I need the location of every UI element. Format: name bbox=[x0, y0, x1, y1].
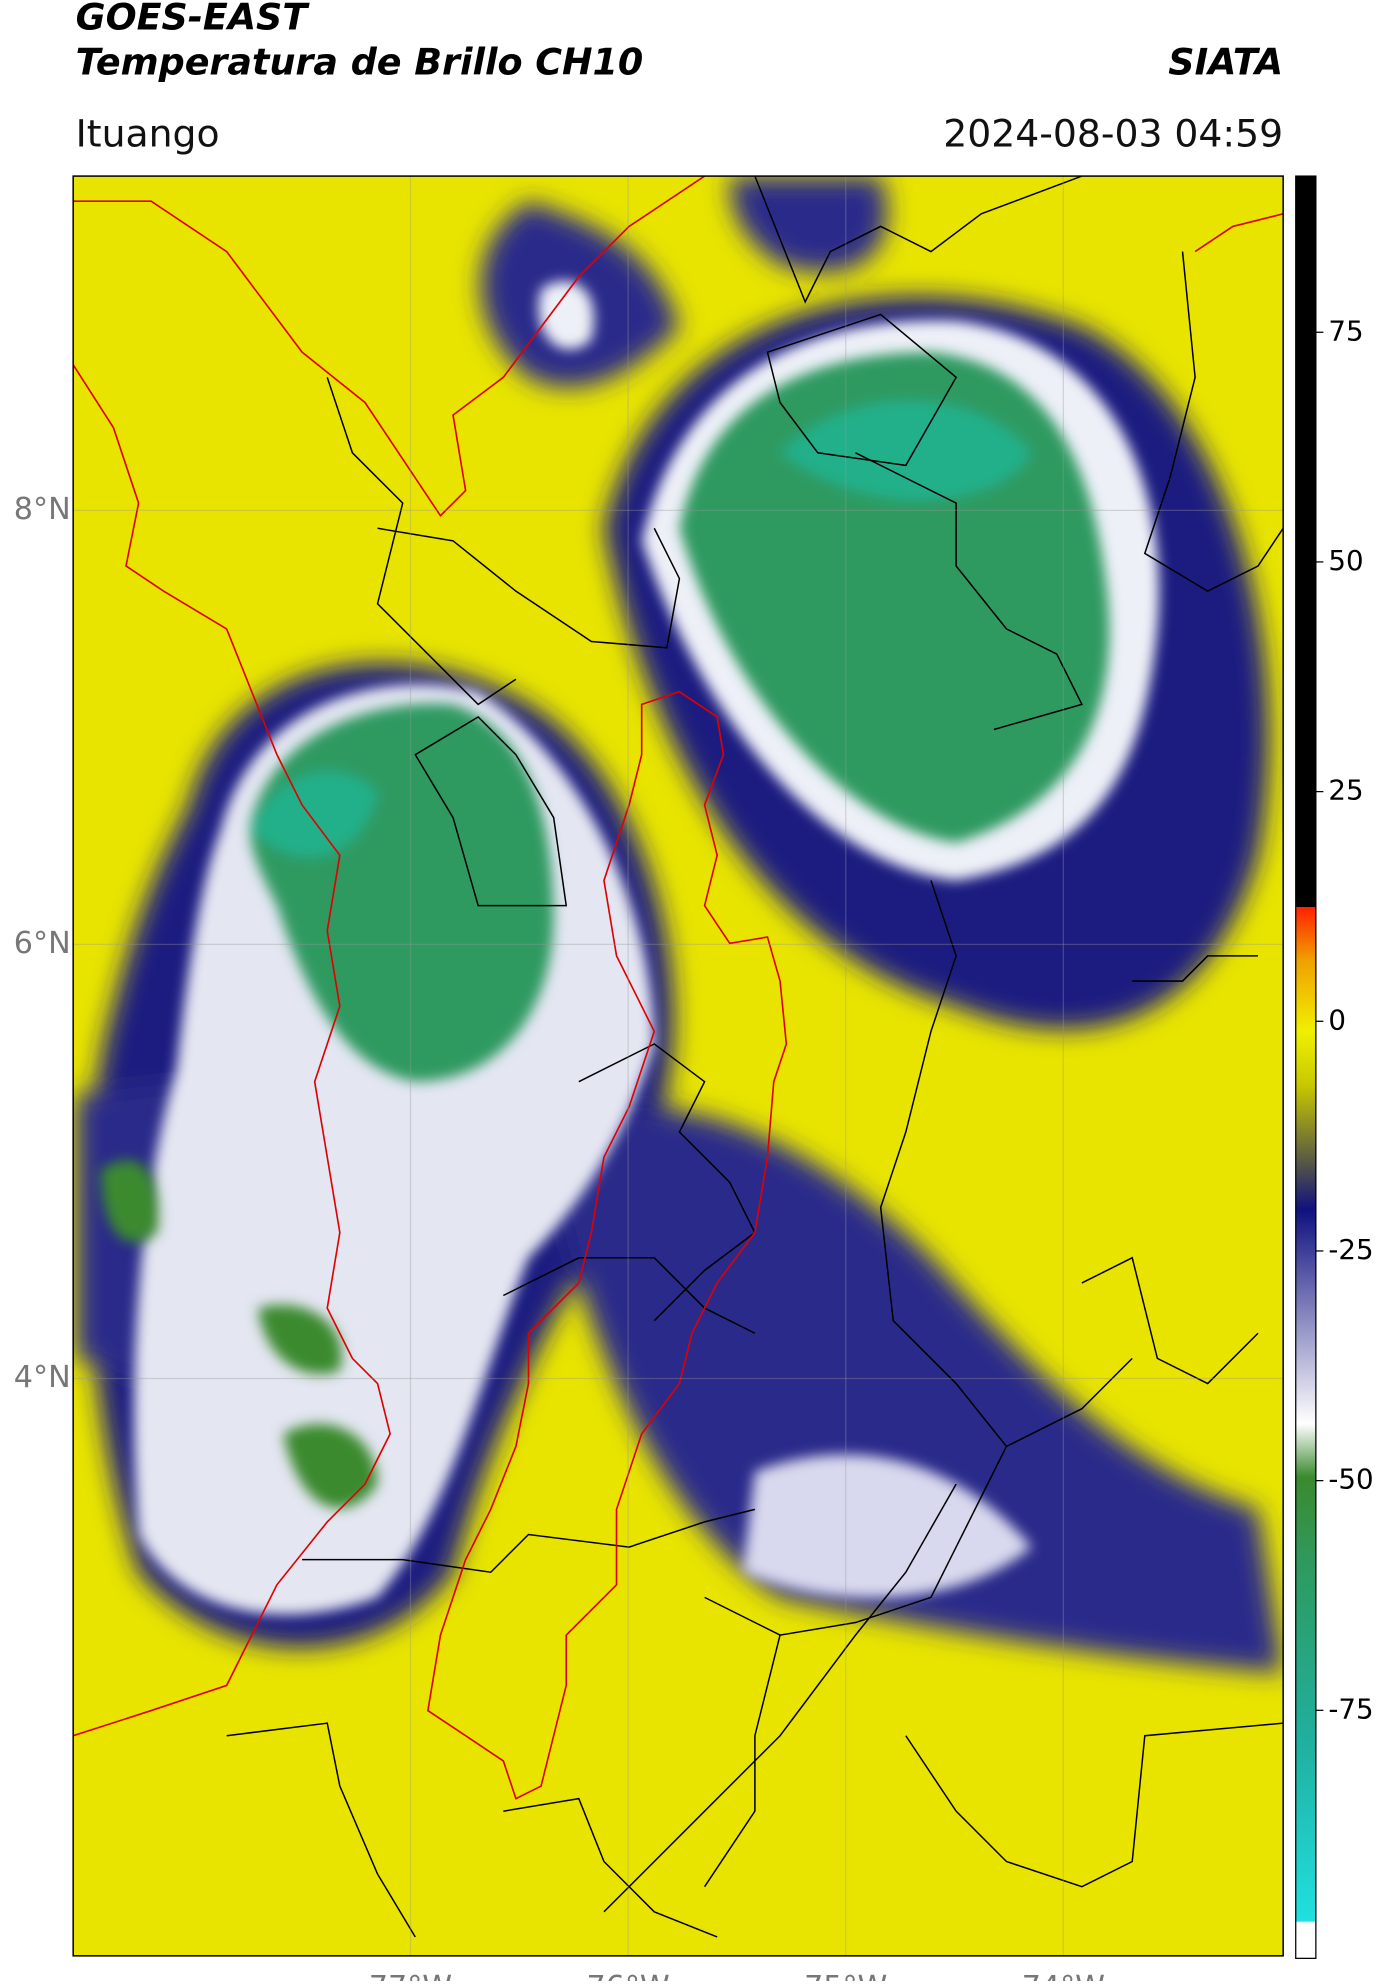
x-tick-label: 76°W bbox=[586, 1970, 669, 1981]
colorbar-tick-label: -50 bbox=[1328, 1463, 1373, 1496]
colorbar-tick-label: -75 bbox=[1328, 1692, 1373, 1725]
x-tick-label: 75°W bbox=[804, 1970, 887, 1981]
map-frame bbox=[72, 175, 1284, 1957]
colorbar-tick-label: 25 bbox=[1328, 774, 1363, 807]
satellite: GOES-EAST bbox=[76, 0, 311, 38]
colorbar-tick-label: 75 bbox=[1328, 314, 1363, 347]
colorbar-tick-label: 50 bbox=[1328, 544, 1363, 577]
x-tick-label: 77°W bbox=[369, 1970, 452, 1981]
colorbar bbox=[1295, 175, 1317, 1959]
graticule bbox=[73, 176, 1284, 1956]
x-tick-label: 74°W bbox=[1022, 1970, 1105, 1981]
y-tick-label: 8°N bbox=[14, 492, 71, 527]
y-tick-label: 6°N bbox=[14, 926, 71, 961]
agency: SIATA bbox=[1168, 41, 1283, 84]
y-tick-label: 4°N bbox=[14, 1360, 71, 1395]
product: Temperatura de Brillo CH10 bbox=[76, 41, 644, 84]
colorbar-tick-label: 0 bbox=[1328, 1003, 1346, 1036]
timestamp: 2024-08-03 04:59 bbox=[943, 111, 1283, 155]
satellite-image bbox=[73, 176, 1284, 1956]
colorbar-tick-label: -25 bbox=[1328, 1233, 1373, 1266]
location: Ituango bbox=[76, 111, 220, 155]
